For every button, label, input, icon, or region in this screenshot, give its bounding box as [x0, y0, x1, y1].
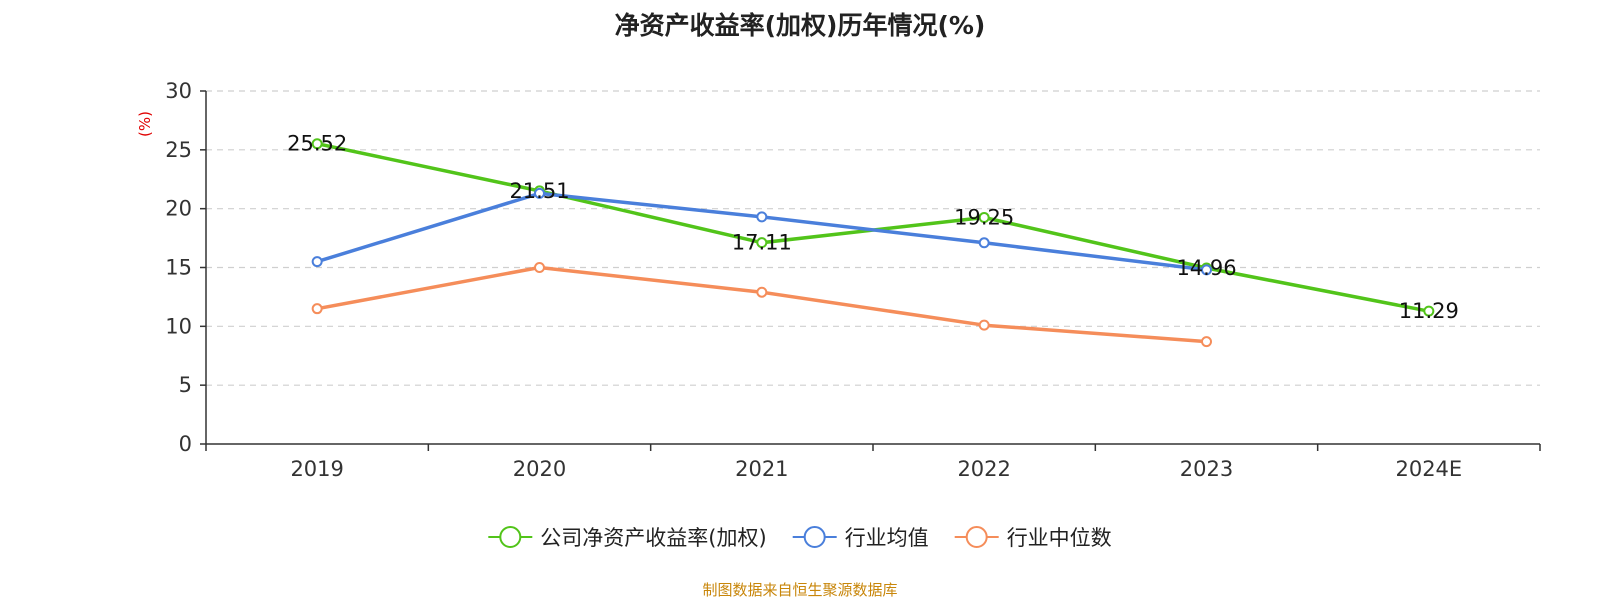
data-point[interactable] [756, 286, 768, 298]
legend-marker [965, 526, 988, 548]
y-tick-labels: 0 5 10 15 20 25 30 [165, 79, 192, 456]
x-tick-label: 2024E [1395, 457, 1462, 481]
data-label: 19.25 [954, 205, 1014, 229]
legend-label: 公司净资产收益率(加权) [540, 526, 766, 550]
y-axis-label: (%) [136, 111, 154, 137]
data-label: 14.96 [1176, 256, 1236, 280]
data-point[interactable] [311, 256, 323, 268]
data-point[interactable] [311, 303, 323, 315]
x-tick-label: 2021 [735, 457, 788, 481]
series-line-0 [316, 141, 1430, 313]
y-tick-label: 20 [165, 197, 192, 221]
y-tick-label: 30 [165, 79, 192, 103]
data-label: 17.11 [732, 231, 792, 255]
data-point[interactable] [978, 319, 990, 331]
legend-label: 行业均值 [845, 526, 929, 550]
x-tick-label: 2020 [513, 457, 566, 481]
legend-item-1[interactable]: 行业均值 [792, 526, 929, 550]
y-tick-label: 0 [179, 432, 192, 456]
data-point[interactable] [534, 262, 545, 273]
legend-label: 行业中位数 [1007, 526, 1112, 550]
data-labels: 25.52 21.51 17.11 19.25 14.96 11.29 [287, 132, 1459, 323]
x-tick-labels: 2019 2020 2021 2022 2023 2024E [290, 457, 1462, 481]
legend[interactable]: 公司净资产收益率(加权) 行业均值 行业中位数 [488, 526, 1112, 550]
grid-lines [206, 90, 1540, 386]
y-tick-label: 5 [179, 373, 192, 397]
data-point[interactable] [1201, 264, 1212, 276]
x-tick-label: 2023 [1180, 457, 1233, 481]
y-tick-label: 15 [165, 256, 192, 280]
series-group [311, 138, 1435, 348]
data-point[interactable] [311, 138, 323, 150]
axes [200, 90, 1541, 451]
data-point[interactable] [1201, 336, 1212, 348]
x-tick-label: 2022 [957, 457, 1010, 481]
source-note: 制图数据来自恒生聚源数据库 [702, 581, 898, 599]
chart-title: 净资产收益率(加权)历年情况(%) [614, 11, 986, 40]
data-label: 25.52 [287, 132, 347, 156]
data-label: 21.51 [509, 179, 569, 203]
data-point[interactable] [756, 237, 768, 249]
y-tick-label: 10 [165, 314, 192, 338]
series-line-2 [316, 265, 1207, 344]
legend-item-2[interactable]: 行业中位数 [954, 526, 1112, 550]
data-point[interactable] [978, 211, 990, 223]
legend-marker [803, 526, 826, 548]
data-point[interactable] [978, 237, 990, 249]
data-point[interactable] [1423, 305, 1435, 317]
legend-marker [499, 526, 522, 548]
data-point[interactable] [756, 211, 768, 223]
data-label: 11.29 [1399, 299, 1459, 323]
legend-item-0[interactable]: 公司净资产收益率(加权) [488, 526, 767, 550]
x-tick-label: 2019 [290, 457, 343, 481]
y-tick-label: 25 [165, 138, 192, 162]
data-point[interactable] [534, 187, 545, 199]
